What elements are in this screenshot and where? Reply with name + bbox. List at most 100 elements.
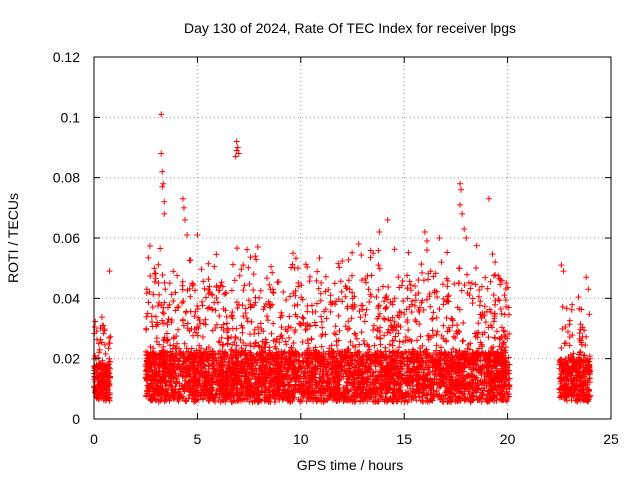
data-point [318,318,325,325]
data-point [456,265,463,272]
data-point [94,366,101,373]
data-point [306,322,313,329]
data-point [307,273,314,280]
data-point [469,300,476,307]
data-point [345,256,352,263]
data-point [252,294,259,301]
data-point [375,262,382,269]
data-point [396,338,403,345]
data-point [407,282,414,289]
data-point [161,279,168,286]
data-point [475,320,482,327]
data-point [198,266,205,273]
data-point [211,263,218,270]
data-point [498,310,505,317]
data-point [348,315,355,322]
data-point [160,310,167,317]
data-point [377,335,384,342]
data-point [406,278,413,285]
data-point [224,340,231,347]
data-point [336,264,343,271]
data-point [187,293,194,300]
data-point [236,272,243,279]
data-point [234,245,241,252]
data-point [492,259,499,266]
data-point [229,261,236,268]
data-point [159,272,166,279]
data-point [322,273,329,280]
chart-title: Day 130 of 2024, Rate Of TEC Index for r… [184,20,516,36]
data-point [358,252,365,259]
data-point [492,335,499,342]
data-point [356,308,363,315]
data-point [170,297,177,304]
data-point [408,338,415,345]
data-point [482,274,489,281]
data-point [498,324,505,331]
data-point [101,327,108,334]
data-point [96,361,103,368]
data-point [356,341,363,348]
data-point [430,273,437,280]
data-point [280,288,287,295]
data-point [212,307,219,314]
data-point [506,375,513,382]
data-point [103,379,110,386]
data-point [268,330,275,337]
data-point [476,302,483,309]
data-point [156,291,163,298]
data-point [460,337,467,344]
data-point [493,328,500,335]
data-point [143,313,150,320]
data-point [473,265,480,272]
data-point [193,329,200,336]
data-point [106,390,113,397]
data-point [337,278,344,285]
data-point [464,271,471,278]
data-point [270,320,277,327]
data-point [98,389,105,396]
data-point [445,292,452,299]
data-point [278,309,285,316]
data-point [246,281,253,288]
data-point [150,291,157,298]
data-point [323,315,330,322]
data-point [376,265,383,272]
data-point [417,333,424,340]
data-point [101,341,108,348]
data-point [490,291,497,298]
data-point [291,302,298,309]
data-point [467,285,474,292]
data-point [184,320,191,327]
data-point [95,340,102,347]
data-point [440,322,447,329]
data-point [318,343,325,350]
data-point [199,302,206,309]
data-point [383,292,390,299]
data-point [413,337,420,344]
data-point [263,313,270,320]
data-point [312,308,319,315]
data-point [247,331,254,338]
data-point [456,280,463,287]
data-point [155,261,162,268]
data-point [503,303,510,310]
data-point [216,313,223,320]
data-point [458,287,465,294]
data-point [187,257,194,264]
data-point [244,246,251,253]
data-point [475,293,482,300]
data-point [257,320,264,327]
data-point [253,256,260,263]
data-point [97,336,104,343]
data-point [240,287,247,294]
data-point [373,293,380,300]
data-point [174,304,181,311]
data-point [436,306,443,313]
data-point [152,270,159,277]
data-point [316,254,323,261]
data-point [559,303,566,310]
data-point [179,316,186,323]
data-point [368,272,375,279]
data-point [98,314,105,321]
